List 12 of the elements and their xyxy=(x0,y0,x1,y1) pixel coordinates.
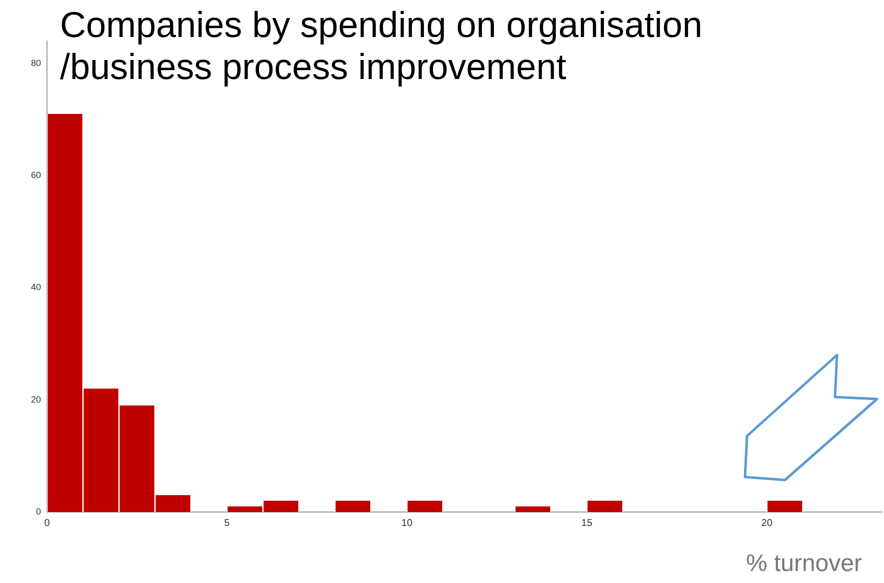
y-tick-label: 60 xyxy=(30,170,41,180)
y-tick-label: 80 xyxy=(30,58,41,68)
x-tick-label: 0 xyxy=(44,518,50,529)
y-tick-label: 20 xyxy=(30,394,41,404)
y-tick-label: 0 xyxy=(36,506,41,516)
x-axis-title: % turnover xyxy=(746,550,862,578)
chart-title: Companies by spending on organisation /business process improvement xyxy=(60,4,704,88)
x-tick-label: 5 xyxy=(224,518,230,529)
x-tick-label: 10 xyxy=(401,518,413,529)
x-tick-label: 15 xyxy=(581,518,593,529)
x-tick-label: 20 xyxy=(761,518,773,529)
y-tick-label: 40 xyxy=(30,282,41,292)
